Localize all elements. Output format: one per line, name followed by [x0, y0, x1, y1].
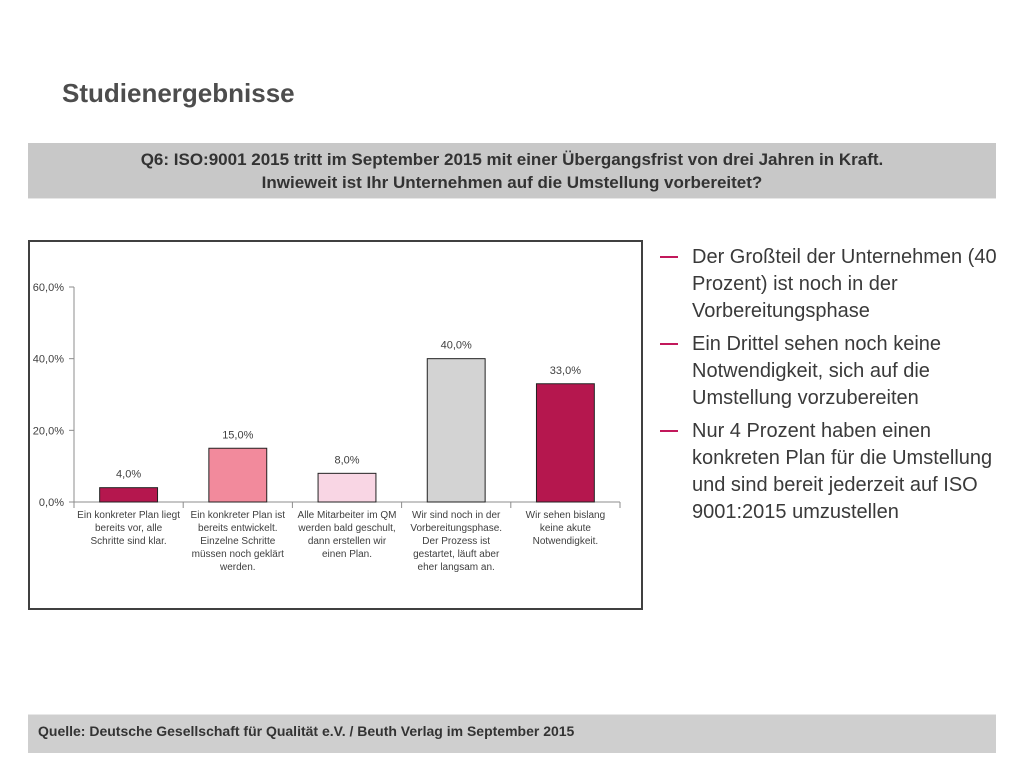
x-category-label-line: bereits vor, alle — [95, 523, 163, 534]
bar-value-label: 15,0% — [222, 429, 253, 441]
dash-icon — [660, 343, 678, 345]
x-category-label-line: gestartet, läuft aber — [413, 549, 500, 560]
bar-chart-svg: 0,0% 20,0% 40,0% 60,0% 4,0% Ein konkreter Pla… — [33, 282, 621, 573]
x-category-label-line: Ein konkreter Plan ist — [191, 510, 286, 521]
bar — [99, 487, 159, 503]
y-tick-label: 0,0% — [39, 497, 64, 509]
x-category-label: Alle Mitarbeiter im QM werden bald geschu… — [297, 510, 396, 560]
bar-value-label: 33,0% — [550, 365, 581, 377]
x-category-label-line: müssen noch geklärt — [192, 549, 284, 560]
x-category-label-line: werden. — [219, 562, 256, 573]
x-category-label: Wir sind noch in der Vorbereitungsphase. D… — [410, 510, 502, 573]
bar — [317, 472, 377, 503]
x-category-label-line: Wir sind noch in der — [412, 510, 501, 521]
x-category-label-line: Ein konkreter Plan liegt — [77, 510, 180, 521]
x-category-label-line: Vorbereitungsphase. — [410, 523, 502, 534]
page-title: Studienergebnisse — [62, 78, 295, 108]
bar — [208, 447, 268, 503]
y-tick-label: 60,0% — [33, 282, 64, 294]
finding-item: Nur 4 Prozent haben einen konkreten Plan… — [660, 418, 1000, 526]
x-category-label: Ein konkreter Plan ist bereits entwickelt… — [191, 510, 286, 573]
source-footer: Quelle: Deutsche Gesellschaft für Qualit… — [28, 714, 996, 753]
question-line-1: Q6: ISO:9001 2015 tritt im September 201… — [140, 149, 884, 169]
y-tick-label: 20,0% — [33, 425, 64, 437]
x-category-label-line: Wir sehen bislang — [526, 510, 605, 521]
finding-text: Ein Drittel sehen noch keine Notwendigke… — [692, 333, 942, 409]
question-line-2: Inwieweit ist Ihr Unternehmen auf die Um… — [261, 172, 763, 192]
finding-text: Nur 4 Prozent haben einen konkreten Plan… — [692, 420, 993, 523]
x-category-label-line: Alle Mitarbeiter im QM — [298, 510, 397, 521]
x-category-label-line: keine akute — [540, 523, 592, 534]
x-category-label-line: bereits entwickelt. — [198, 523, 277, 534]
finding-text: Der Großteil der Unternehmen (40 Prozent… — [692, 246, 997, 322]
x-category-label-line: dann erstellen wir — [308, 536, 387, 547]
findings-list: Der Großteil der Unternehmen (40 Prozent… — [660, 244, 1000, 532]
bar-value-label: 4,0% — [116, 469, 141, 481]
x-category-label-line: Einzelne Schritte — [200, 536, 275, 547]
bar-value-label: 40,0% — [441, 340, 472, 352]
dash-icon — [660, 430, 678, 432]
bar — [535, 383, 595, 503]
dash-icon — [660, 256, 678, 258]
x-category-label-line: eher langsam an. — [418, 562, 495, 573]
finding-item: Ein Drittel sehen noch keine Notwendigke… — [660, 331, 1000, 412]
x-category-label-line: Der Prozess ist — [422, 536, 490, 547]
bar-value-label: 8,0% — [334, 454, 359, 466]
y-tick-label: 40,0% — [33, 354, 64, 366]
x-category-label: Wir sehen bislang keine akute Notwendigkei… — [526, 510, 605, 547]
x-category-label: Ein konkreter Plan liegt bereits vor, all… — [77, 510, 180, 547]
source-text: Quelle: Deutsche Gesellschaft für Qualit… — [38, 723, 575, 739]
question-banner: Q6: ISO:9001 2015 tritt im September 201… — [28, 143, 996, 199]
x-category-label-line: einen Plan. — [322, 549, 372, 560]
x-category-label-line: Schritte sind klar. — [91, 536, 167, 547]
x-category-label-line: Notwendigkeit. — [533, 536, 599, 547]
bar — [426, 358, 486, 503]
x-category-label-line: werden bald geschult, — [297, 523, 395, 534]
bar-chart: 0,0% 20,0% 40,0% 60,0% 4,0% Ein konkreter Pla… — [28, 240, 643, 610]
finding-item: Der Großteil der Unternehmen (40 Prozent… — [660, 244, 1000, 325]
